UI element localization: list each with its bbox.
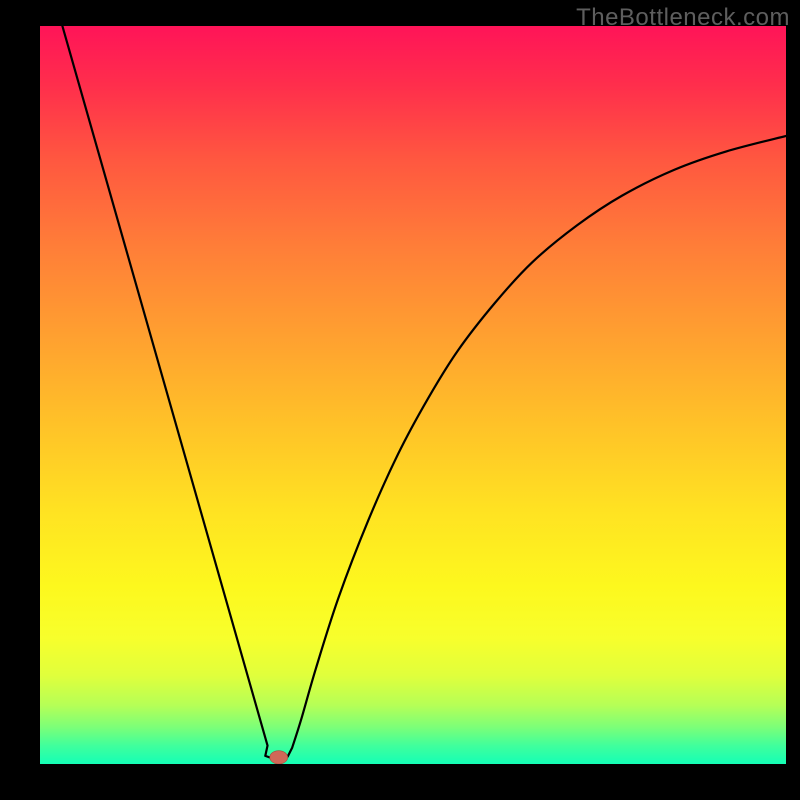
- bottleneck-chart: [0, 0, 800, 800]
- chart-container: TheBottleneck.com: [0, 0, 800, 800]
- plot-background-gradient: [40, 26, 786, 764]
- notch-marker: [270, 751, 288, 764]
- watermark-text: TheBottleneck.com: [576, 4, 790, 32]
